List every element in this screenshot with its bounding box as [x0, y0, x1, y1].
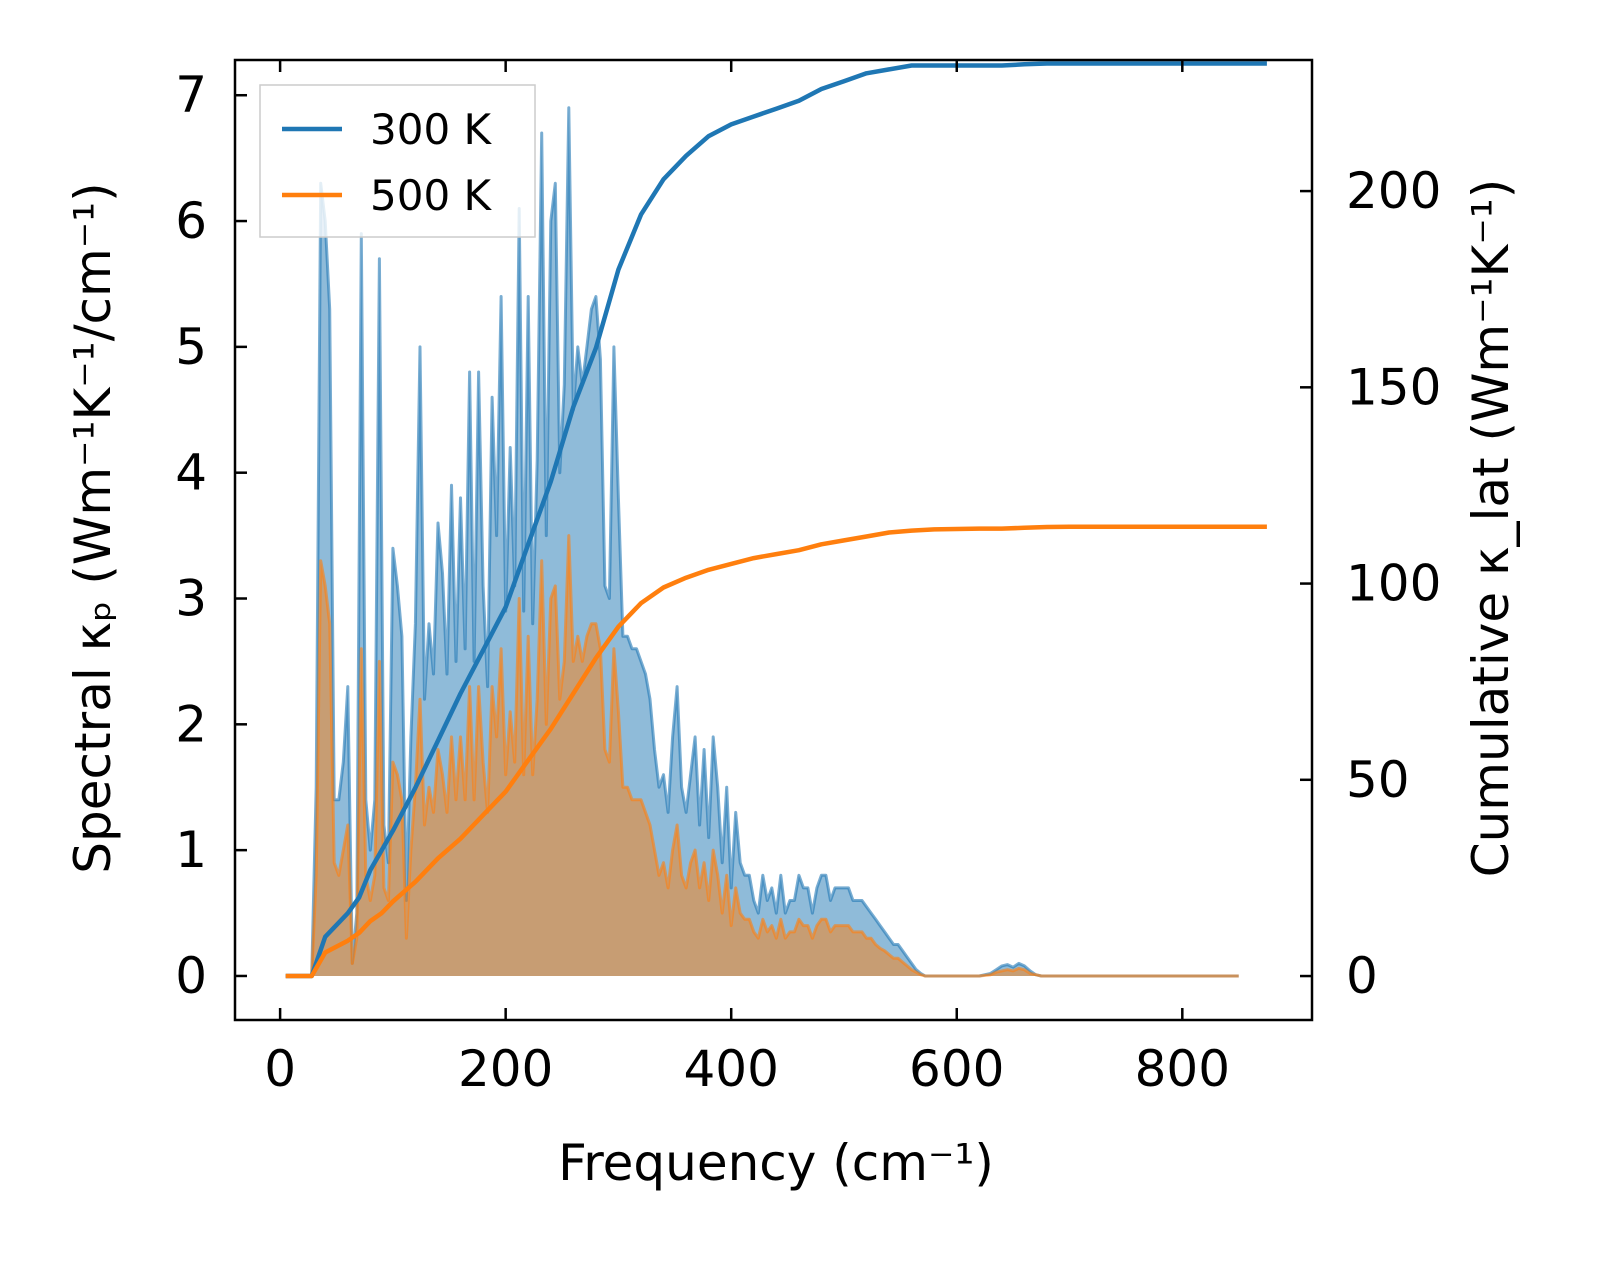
spectral-line-300k: [285, 106, 1239, 978]
spectral-line-500k: [285, 534, 1239, 978]
y-left-tick-label-5: 5: [175, 318, 207, 376]
y-left-axis-title: Spectral κₚ (Wm⁻¹K⁻¹/cm⁻¹): [64, 182, 122, 873]
legend-label-300k: 300 K: [370, 105, 493, 154]
cumulative-line-500k: [285, 524, 1267, 979]
plot-area: [285, 61, 1267, 979]
y-left-tick-label-4: 4: [175, 444, 207, 502]
x-tick-label-400: 400: [683, 1040, 778, 1098]
axes: 0 200 400 600 800 0 1 2 3 4 5 6 7 0 50 100 150 200: [175, 58, 1441, 1098]
x-tick-label-0: 0: [264, 1040, 296, 1098]
y-right-tick-label-200: 200: [1346, 162, 1441, 220]
x-tick-label-600: 600: [909, 1040, 1004, 1098]
y-left-tick-label-2: 2: [175, 695, 207, 753]
y-left-tick-label-7: 7: [175, 66, 207, 124]
y-right-axis-title: Cumulative κ_lat (Wm⁻¹K⁻¹): [1462, 179, 1520, 878]
y-left-tick-label-1: 1: [175, 821, 207, 879]
y-left-tick-label-0: 0: [175, 947, 207, 1005]
spectral-fill-500k: [285, 535, 1239, 976]
x-tick-label-200: 200: [458, 1040, 553, 1098]
plot-frame: [233, 58, 1314, 1022]
y-right-tick-label-100: 100: [1346, 555, 1441, 613]
cumulative-line-300k: [285, 61, 1267, 979]
legend: 300 K 500 K: [259, 84, 536, 238]
legend-label-500k: 500 K: [370, 171, 493, 220]
y-left-tick-label-3: 3: [175, 570, 207, 628]
y-right-tick-label-150: 150: [1346, 358, 1441, 416]
y-left-tick-label-6: 6: [175, 192, 207, 250]
x-tick-label-800: 800: [1135, 1040, 1230, 1098]
y-right-tick-label-50: 50: [1346, 751, 1410, 809]
y-right-tick-label-0: 0: [1346, 947, 1378, 1005]
x-axis-title: Frequency (cm⁻¹): [558, 1134, 994, 1192]
legend-box: [259, 84, 536, 238]
